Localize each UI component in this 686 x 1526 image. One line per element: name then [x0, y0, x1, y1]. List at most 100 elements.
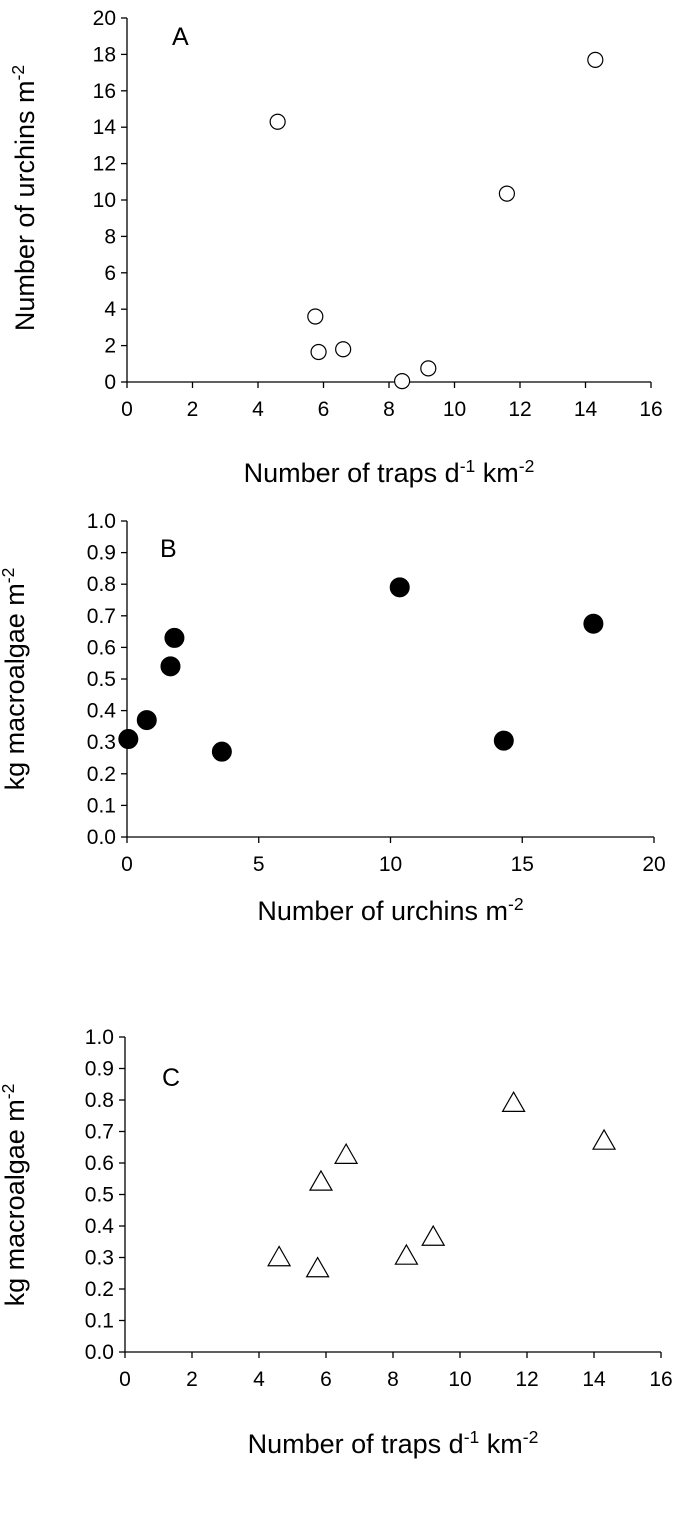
label-superscript: -2 — [0, 1084, 18, 1100]
y-axis-title: Number of urchins m-2 — [8, 65, 40, 331]
y-tick-label: 6 — [104, 262, 116, 285]
panel-c: 0.0 0.1 0.2 0.3 0.4 0.5 0.6 0.7 0.8 0.9 1.0 0 2 4 6 8 10… — [0, 1026, 673, 1459]
y-tick-label: 0.6 — [85, 1152, 114, 1175]
x-tick-label: 14 — [574, 398, 598, 421]
label-segment: Number of traps d — [248, 1429, 464, 1459]
y-axis-title: kg macroalgae m-2 — [0, 568, 30, 791]
x-axis-title: Number of traps d-1 km-2 — [244, 456, 535, 488]
x-tick-label: 15 — [511, 853, 534, 876]
y-axis-title: kg macroalgae m-2 — [0, 1084, 30, 1307]
label-superscript: -2 — [0, 568, 18, 584]
data-point — [335, 341, 352, 358]
y-tick-label: 0.6 — [87, 636, 116, 659]
x-tick-label: 2 — [186, 1368, 198, 1391]
y-tick-label: 0.8 — [87, 573, 116, 596]
data-point — [211, 741, 232, 762]
x-tick-label: 12 — [508, 398, 531, 421]
y-tick-label: 0.7 — [87, 605, 116, 628]
x-tick-label: 8 — [383, 398, 395, 421]
data-point — [307, 308, 324, 325]
data-point — [421, 1224, 446, 1246]
y-tick-label: 16 — [93, 80, 116, 103]
label-superscript: -2 — [523, 1427, 539, 1447]
y-tick-label: 0.1 — [85, 1310, 114, 1333]
data-point — [305, 1256, 330, 1278]
x-tick-label: 10 — [379, 853, 402, 876]
x-tick-label: 16 — [639, 398, 662, 421]
label-superscript: -2 — [8, 65, 28, 81]
x-axis-title: Number of urchins m-2 — [257, 894, 523, 926]
x-tick-label: 0 — [121, 853, 133, 876]
label-superscript: -2 — [519, 456, 535, 476]
x-tick-label: 5 — [253, 853, 265, 876]
panel-label: C — [162, 1064, 180, 1092]
y-tick-label: 0.5 — [87, 668, 116, 691]
y-tick-label: 0.9 — [85, 1058, 114, 1081]
data-point — [389, 577, 410, 598]
panel-a: 0 2 4 6 8 10 12 14 16 18 20 0 2 4 6 8 10 12 14 16 A Number of… — [8, 7, 663, 488]
x-tick-label: 0 — [121, 398, 133, 421]
label-segment: km — [479, 1429, 523, 1459]
data-point — [334, 1142, 359, 1164]
y-tick-label: 0.7 — [85, 1121, 114, 1144]
x-tick-label: 4 — [253, 1368, 265, 1391]
data-point — [493, 730, 514, 751]
label-segment: Number of urchins m — [257, 896, 508, 926]
y-tick-label: 0.3 — [87, 731, 116, 754]
data-point — [394, 372, 411, 390]
x-tick-label: 4 — [252, 398, 264, 421]
x-tick-label: 16 — [649, 1368, 672, 1391]
data-point — [592, 1128, 617, 1150]
x-tick-label: 6 — [318, 398, 330, 421]
data-point — [394, 1243, 419, 1265]
data-point — [160, 656, 181, 677]
label-superscript: -1 — [464, 1427, 480, 1447]
x-tick-label: 14 — [582, 1368, 606, 1391]
x-tick-label: 20 — [642, 853, 665, 876]
data-point — [420, 360, 437, 377]
panel-label: A — [172, 23, 189, 51]
data-point — [267, 1245, 292, 1267]
y-tick-label: 0.2 — [87, 763, 116, 786]
data-point — [587, 51, 604, 68]
y-tick-label: 10 — [93, 189, 116, 212]
y-tick-label: 0.4 — [87, 700, 117, 723]
label-segment: Number of traps d — [244, 458, 460, 488]
label-superscript: -2 — [508, 894, 524, 914]
y-tick-label: 0.0 — [87, 826, 116, 849]
label-segment: kg macroalgae m — [0, 583, 30, 790]
y-tick-label: 1.0 — [87, 510, 116, 533]
data-point — [136, 710, 157, 731]
x-tick-label: 12 — [515, 1368, 538, 1391]
y-tick-label: 4 — [104, 298, 116, 321]
label-segment: kg macroalgae m — [0, 1099, 30, 1306]
x-tick-label: 0 — [119, 1368, 131, 1391]
data-point — [118, 729, 139, 750]
label-segment: km — [475, 458, 519, 488]
x-tick-label: 8 — [387, 1368, 399, 1391]
panel-label: B — [160, 535, 177, 563]
data-point — [308, 1169, 334, 1191]
y-tick-label: 0.1 — [87, 794, 116, 817]
y-tick-label: 0.4 — [85, 1215, 115, 1238]
data-point — [583, 613, 604, 634]
y-tick-label: 0.8 — [85, 1089, 114, 1112]
x-axis-title: Number of traps d-1 km-2 — [248, 1427, 539, 1459]
y-tick-label: 0.2 — [85, 1278, 114, 1301]
panel-b: 0.0 0.1 0.2 0.3 0.4 0.5 0.6 0.7 0.8 0.9 1.0 0 5 10 15 2… — [0, 510, 666, 926]
x-tick-label: 10 — [443, 398, 466, 421]
data-point — [501, 1090, 526, 1113]
y-tick-label: 2 — [104, 335, 116, 358]
y-tick-label: 8 — [104, 225, 116, 248]
y-tick-label: 0.0 — [85, 1341, 114, 1364]
y-tick-label: 20 — [93, 7, 116, 30]
x-tick-label: 6 — [320, 1368, 332, 1391]
y-tick-label: 1.0 — [85, 1026, 114, 1049]
data-point — [498, 185, 515, 202]
y-tick-label: 0 — [104, 371, 116, 394]
x-tick-label: 10 — [448, 1368, 471, 1391]
x-tick-label: 2 — [187, 398, 199, 421]
y-tick-label: 18 — [93, 43, 116, 66]
label-segment: Number of urchins m — [10, 81, 40, 332]
